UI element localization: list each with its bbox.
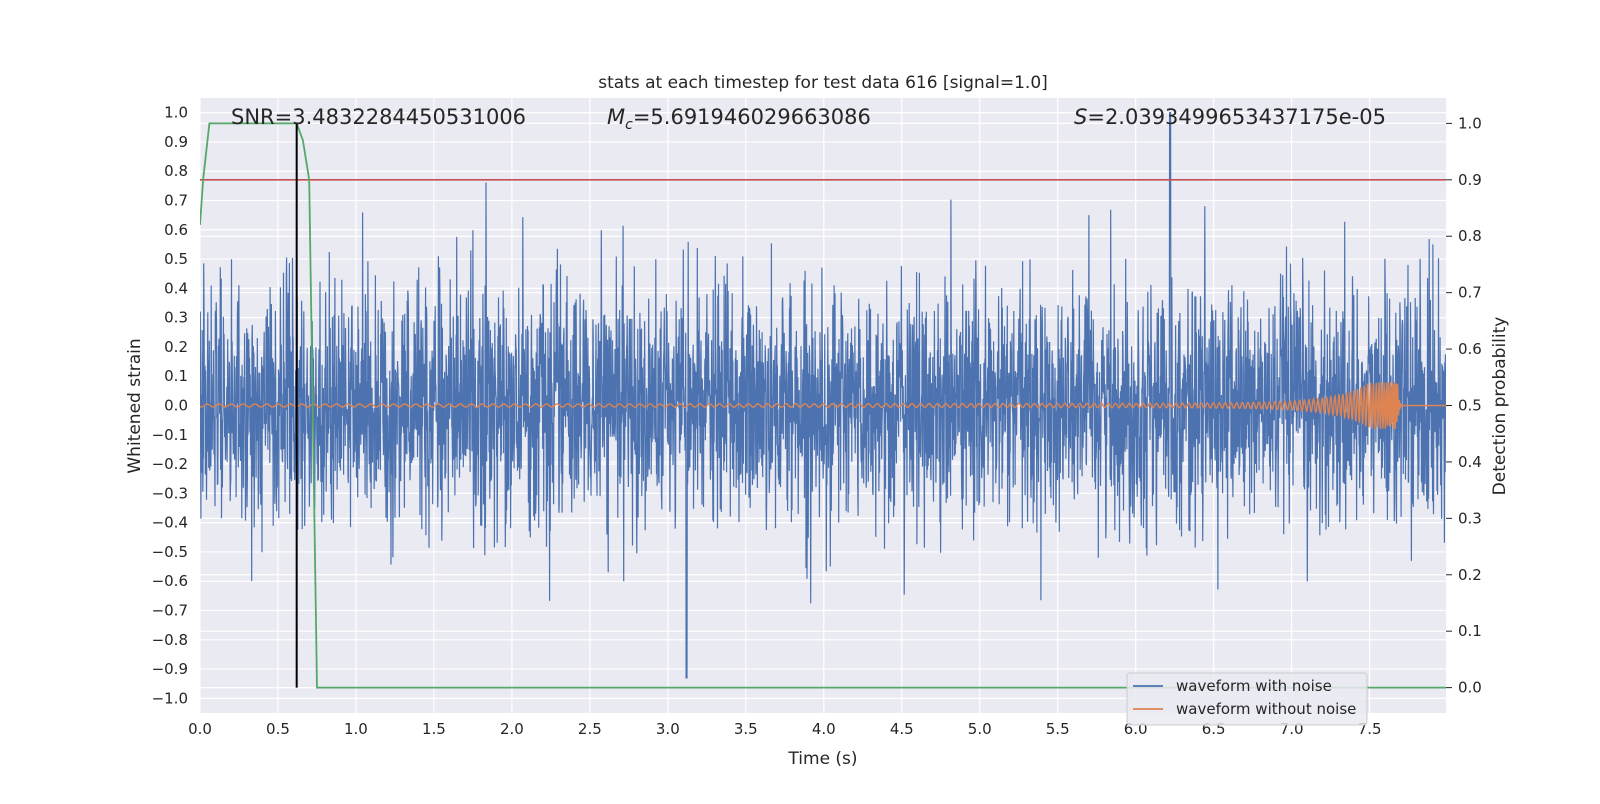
y-axis-right-label: Detection probability (1490, 317, 1510, 496)
legend-label-waveform-without-noise: waveform without noise (1176, 700, 1356, 718)
annotation-chirp-mass-sub: c (625, 117, 633, 133)
y-tick-label-left: −0.6 (152, 572, 188, 590)
x-tick-label: 1.5 (422, 720, 446, 738)
y-tick-label-left: 1.0 (164, 104, 188, 122)
series-line-waveform-with-noise (200, 112, 1446, 679)
x-tick-label: 5.5 (1046, 720, 1070, 738)
y-tick-label-left: 0.8 (164, 162, 188, 180)
y-tick-label-left: −0.8 (152, 631, 188, 649)
y-tick-label-right: 0.0 (1458, 679, 1482, 697)
x-tick-label: 0.0 (188, 720, 212, 738)
y-tick-label-left: 0.3 (164, 309, 188, 327)
y-tick-label-right: 0.6 (1458, 340, 1482, 358)
y-axis-left-label: Whitened strain (125, 338, 145, 473)
y-axis-left-ticks: 1.0 0.9 0.8 0.7 0.6 0.5 0.4 0.3 0.2 0.1 0.0 −0.1 −0.… (152, 104, 188, 708)
y-tick-label-right: 0.9 (1458, 171, 1482, 189)
y-tick-label-left: 0.7 (164, 192, 188, 210)
x-tick-label: 1.0 (344, 720, 368, 738)
y-tick-label-left: 0.6 (164, 221, 188, 239)
x-tick-label: 4.5 (890, 720, 914, 738)
annotation-s-value: =2.0393499653437175e-05 (1087, 105, 1386, 129)
y-tick-label-left: 0.0 (164, 397, 188, 415)
y-tick-label-left: −0.5 (152, 543, 188, 561)
y-tick-label-left: 0.4 (164, 279, 188, 297)
x-tick-label: 5.0 (968, 720, 992, 738)
annotation-snr: SNR=3.4832284450531006 (231, 105, 526, 129)
x-tick-label: 4.0 (812, 720, 836, 738)
y-tick-label-right: 0.7 (1458, 284, 1482, 302)
chart-title: stats at each timestep for test data 616… (598, 73, 1048, 93)
y-tick-label-right: 0.1 (1458, 622, 1482, 640)
y-tick-label-left: 0.5 (164, 250, 188, 268)
y-tick-label-left: 0.9 (164, 133, 188, 151)
legend-box (1126, 672, 1368, 726)
y-tick-label-right: 0.2 (1458, 566, 1482, 584)
x-tick-label: 2.5 (578, 720, 602, 738)
x-tick-label: 2.0 (500, 720, 524, 738)
y-tick-label-left: −0.7 (152, 602, 188, 620)
y-axis-right-ticks: 1.0 0.9 0.8 0.7 0.6 0.5 0.4 0.3 0.2 0.1 0.0 (1446, 114, 1482, 697)
y-tick-label-left: 0.2 (164, 338, 188, 356)
y-tick-label-left: −0.1 (152, 426, 188, 444)
x-axis-label: Time (s) (787, 749, 857, 769)
series-line-waveform-without-noise (200, 382, 1446, 429)
x-tick-label: 3.5 (734, 720, 758, 738)
legend-label-waveform-with-noise: waveform with noise (1176, 677, 1332, 695)
annotation-chirp-mass: Mc=5.691946029663086 (607, 105, 871, 133)
y-tick-label-right: 0.4 (1458, 453, 1482, 471)
y-tick-label-right: 0.3 (1458, 509, 1482, 527)
y-tick-label-left: −0.4 (152, 514, 188, 532)
series-line-detection-probability (200, 122, 1446, 689)
y-tick-label-right: 0.8 (1458, 227, 1482, 245)
y-tick-label-left: −1.0 (152, 689, 188, 707)
annotation-s: S=2.0393499653437175e-05 (1074, 105, 1386, 129)
legend: waveform with noise waveform without noi… (1126, 672, 1368, 726)
annotation-s-symbol: S (1074, 105, 1087, 129)
annotation-chirp-mass-value: =5.691946029663086 (633, 105, 871, 129)
y-tick-label-left: −0.3 (152, 484, 188, 502)
x-tick-label: 0.5 (266, 720, 290, 738)
y-tick-label-right: 1.0 (1458, 114, 1482, 132)
y-tick-label-right: 0.5 (1458, 397, 1482, 415)
annotation-chirp-mass-symbol: M (607, 105, 625, 129)
y-tick-label-left: 0.1 (164, 367, 188, 385)
x-tick-label: 3.0 (656, 720, 680, 738)
y-tick-label-left: −0.2 (152, 455, 188, 473)
y-tick-label-left: −0.9 (152, 660, 188, 678)
